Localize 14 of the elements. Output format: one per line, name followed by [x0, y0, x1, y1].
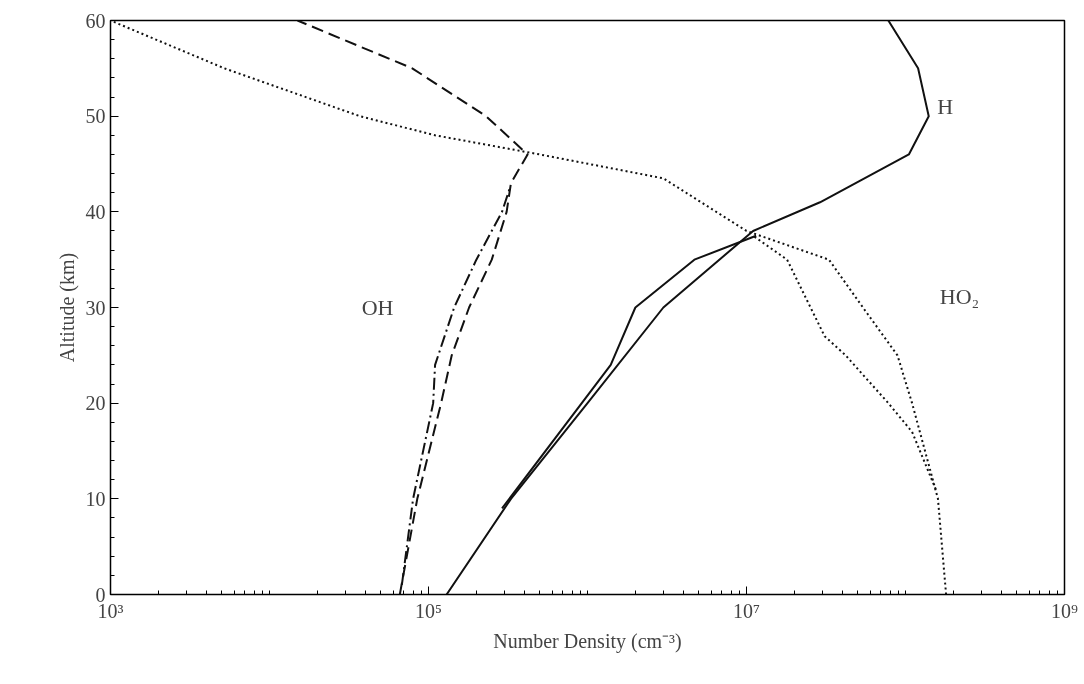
annotation: H	[937, 94, 954, 120]
x-tick-label: 10⁹	[1051, 599, 1079, 622]
x-tick-label: 10⁵	[415, 599, 442, 622]
y-tick-label: 60	[85, 9, 106, 32]
y-tick-label: 40	[85, 200, 106, 223]
x-axis-title: Number Density (cm⁻³)	[493, 629, 682, 653]
y-tick-label: 30	[85, 296, 106, 319]
annotation: OH	[361, 295, 394, 320]
y-axis-title: Altitude (km)	[55, 252, 79, 363]
y-tick-label: 10	[85, 487, 106, 510]
y-tick-label: 20	[85, 392, 106, 415]
y-tick-label: 50	[85, 105, 106, 128]
x-tick-label: 10⁷	[733, 599, 761, 622]
annotation: HO₂	[939, 283, 980, 309]
